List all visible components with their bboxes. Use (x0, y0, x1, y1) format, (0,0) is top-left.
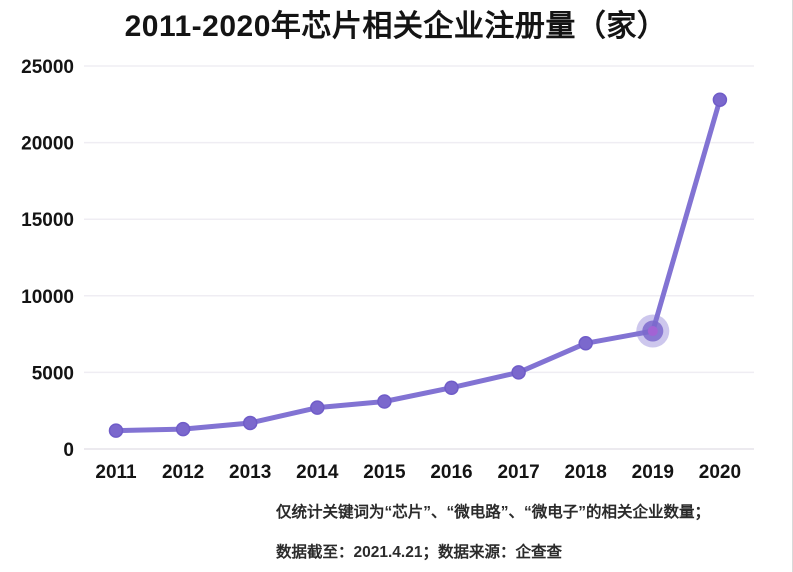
data-point-2019[interactable] (647, 326, 658, 337)
y-tick-label-0: 0 (63, 440, 74, 461)
footnote-source: 数据截至：2021.4.21；数据来源：企查查 (276, 544, 562, 561)
y-tick-label-15000: 15000 (21, 210, 74, 231)
chart-title: 2011-2020年芯片相关企业注册量（家） (124, 10, 668, 43)
y-tick-label-10000: 10000 (21, 287, 74, 308)
data-point-2020[interactable] (712, 92, 728, 107)
footnote-keywords: 仅统计关键词为“芯片”、“微电路”、“微电子”的相关企业数量； (276, 504, 711, 521)
data-point-2016[interactable] (444, 380, 459, 395)
data-line (113, 97, 723, 434)
data-point-2018[interactable] (578, 336, 593, 351)
data-point-2014[interactable] (310, 400, 325, 415)
data-point-2013[interactable] (242, 415, 258, 431)
x-tick-label-2011: 2011 (95, 462, 137, 483)
data-point-2012[interactable] (175, 421, 191, 437)
data-point-2017[interactable] (511, 365, 526, 380)
x-tick-label-2014: 2014 (296, 462, 339, 483)
y-tick-label-25000: 25000 (21, 57, 74, 78)
x-tick-label-2015: 2015 (363, 462, 406, 483)
x-tick-label-2019: 2019 (632, 462, 674, 483)
x-tick-label-2016: 2016 (430, 462, 472, 483)
x-tick-label-2018: 2018 (565, 462, 607, 483)
data-point-2015[interactable] (377, 394, 392, 409)
x-tick-label-2017: 2017 (497, 462, 539, 483)
data-point-2011[interactable] (108, 423, 124, 438)
x-tick-label-2012: 2012 (162, 462, 204, 483)
y-tick-label-5000: 5000 (32, 363, 74, 384)
x-tick-label-2020: 2020 (699, 462, 741, 483)
y-tick-label-20000: 20000 (21, 134, 74, 155)
x-tick-label-2013: 2013 (229, 462, 271, 483)
